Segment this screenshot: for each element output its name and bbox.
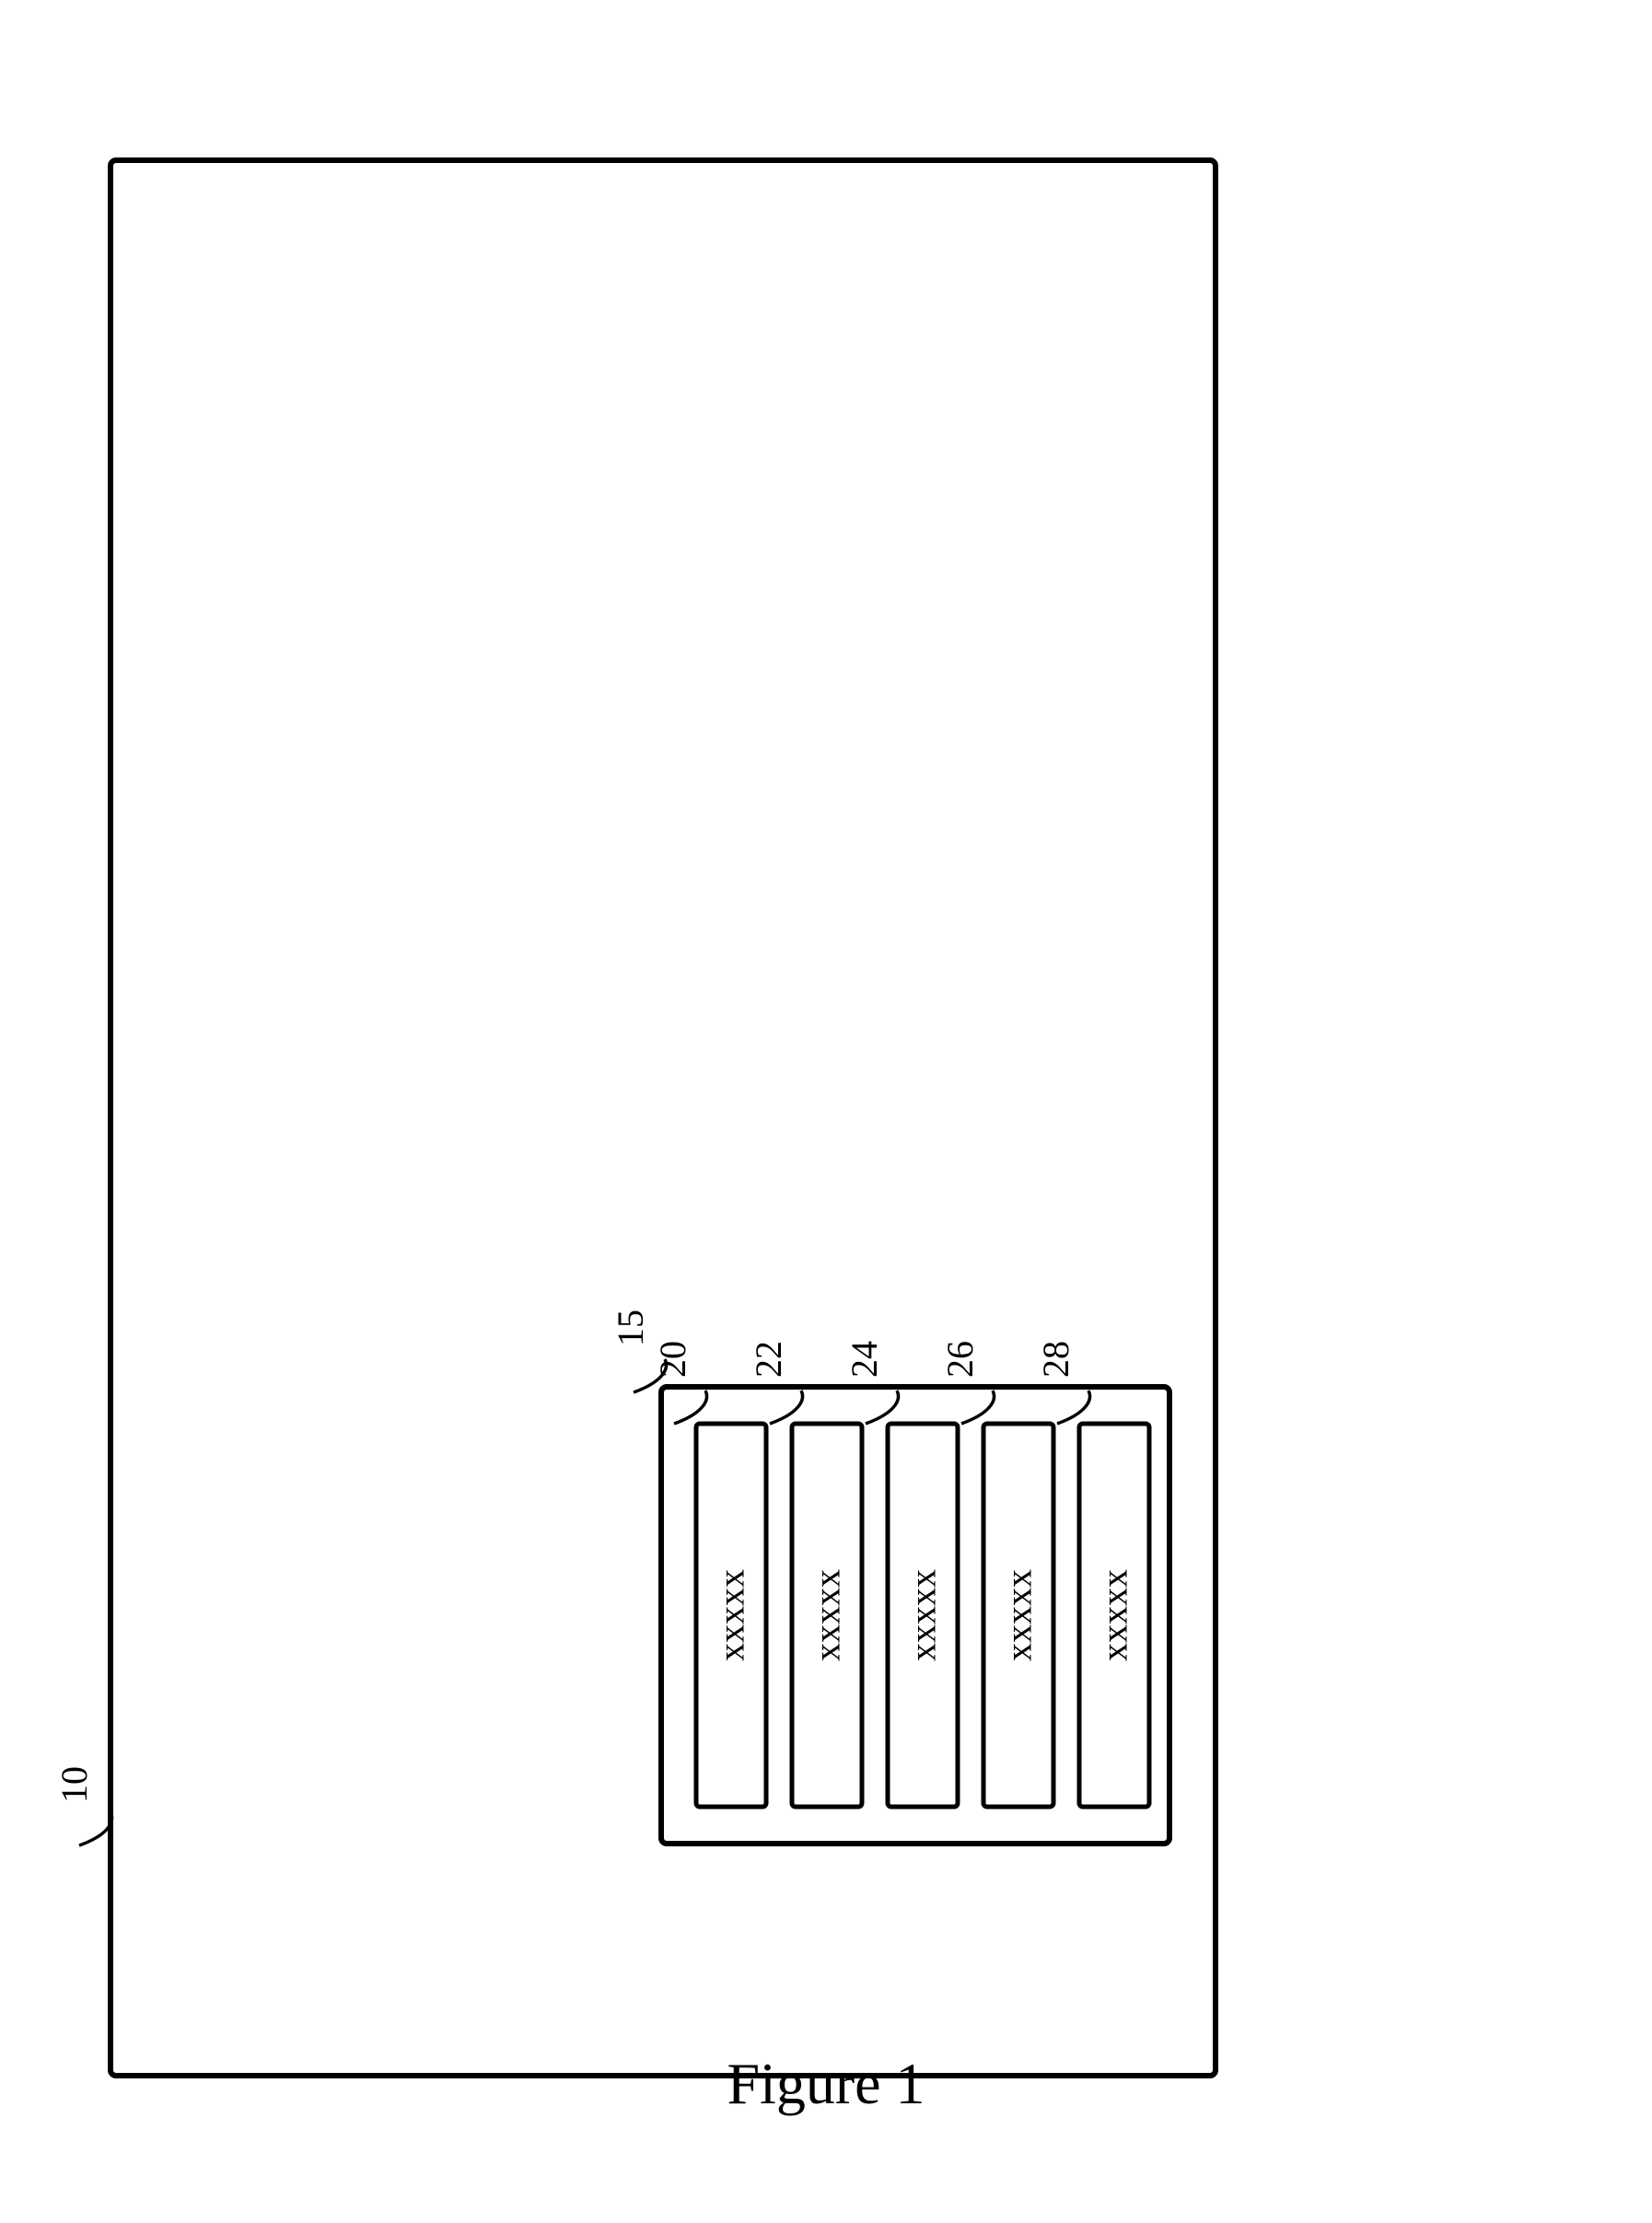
ref-item: 28 (1035, 1341, 1076, 1378)
leader-outer (79, 1812, 112, 1845)
ref-item: 26 (939, 1341, 981, 1378)
leader-item (1057, 1391, 1090, 1424)
item-text: xxxxx (902, 1569, 944, 1661)
leader-item (674, 1391, 707, 1424)
item-text: xxxxx (807, 1569, 848, 1661)
figure-caption: Figure 1 (727, 2051, 925, 2116)
ref-item: 20 (652, 1341, 693, 1378)
leader-item (770, 1391, 803, 1424)
leader-item (961, 1391, 995, 1424)
item-text: xxxxx (1094, 1569, 1135, 1661)
item-text: xxxxx (998, 1569, 1040, 1661)
leader-item (866, 1391, 899, 1424)
ref-panel: 15 (610, 1309, 651, 1346)
ref-item: 24 (843, 1341, 885, 1378)
item-text: xxxxx (711, 1569, 752, 1661)
ref-item: 22 (748, 1341, 789, 1378)
ref-outer: 10 (53, 1766, 95, 1803)
